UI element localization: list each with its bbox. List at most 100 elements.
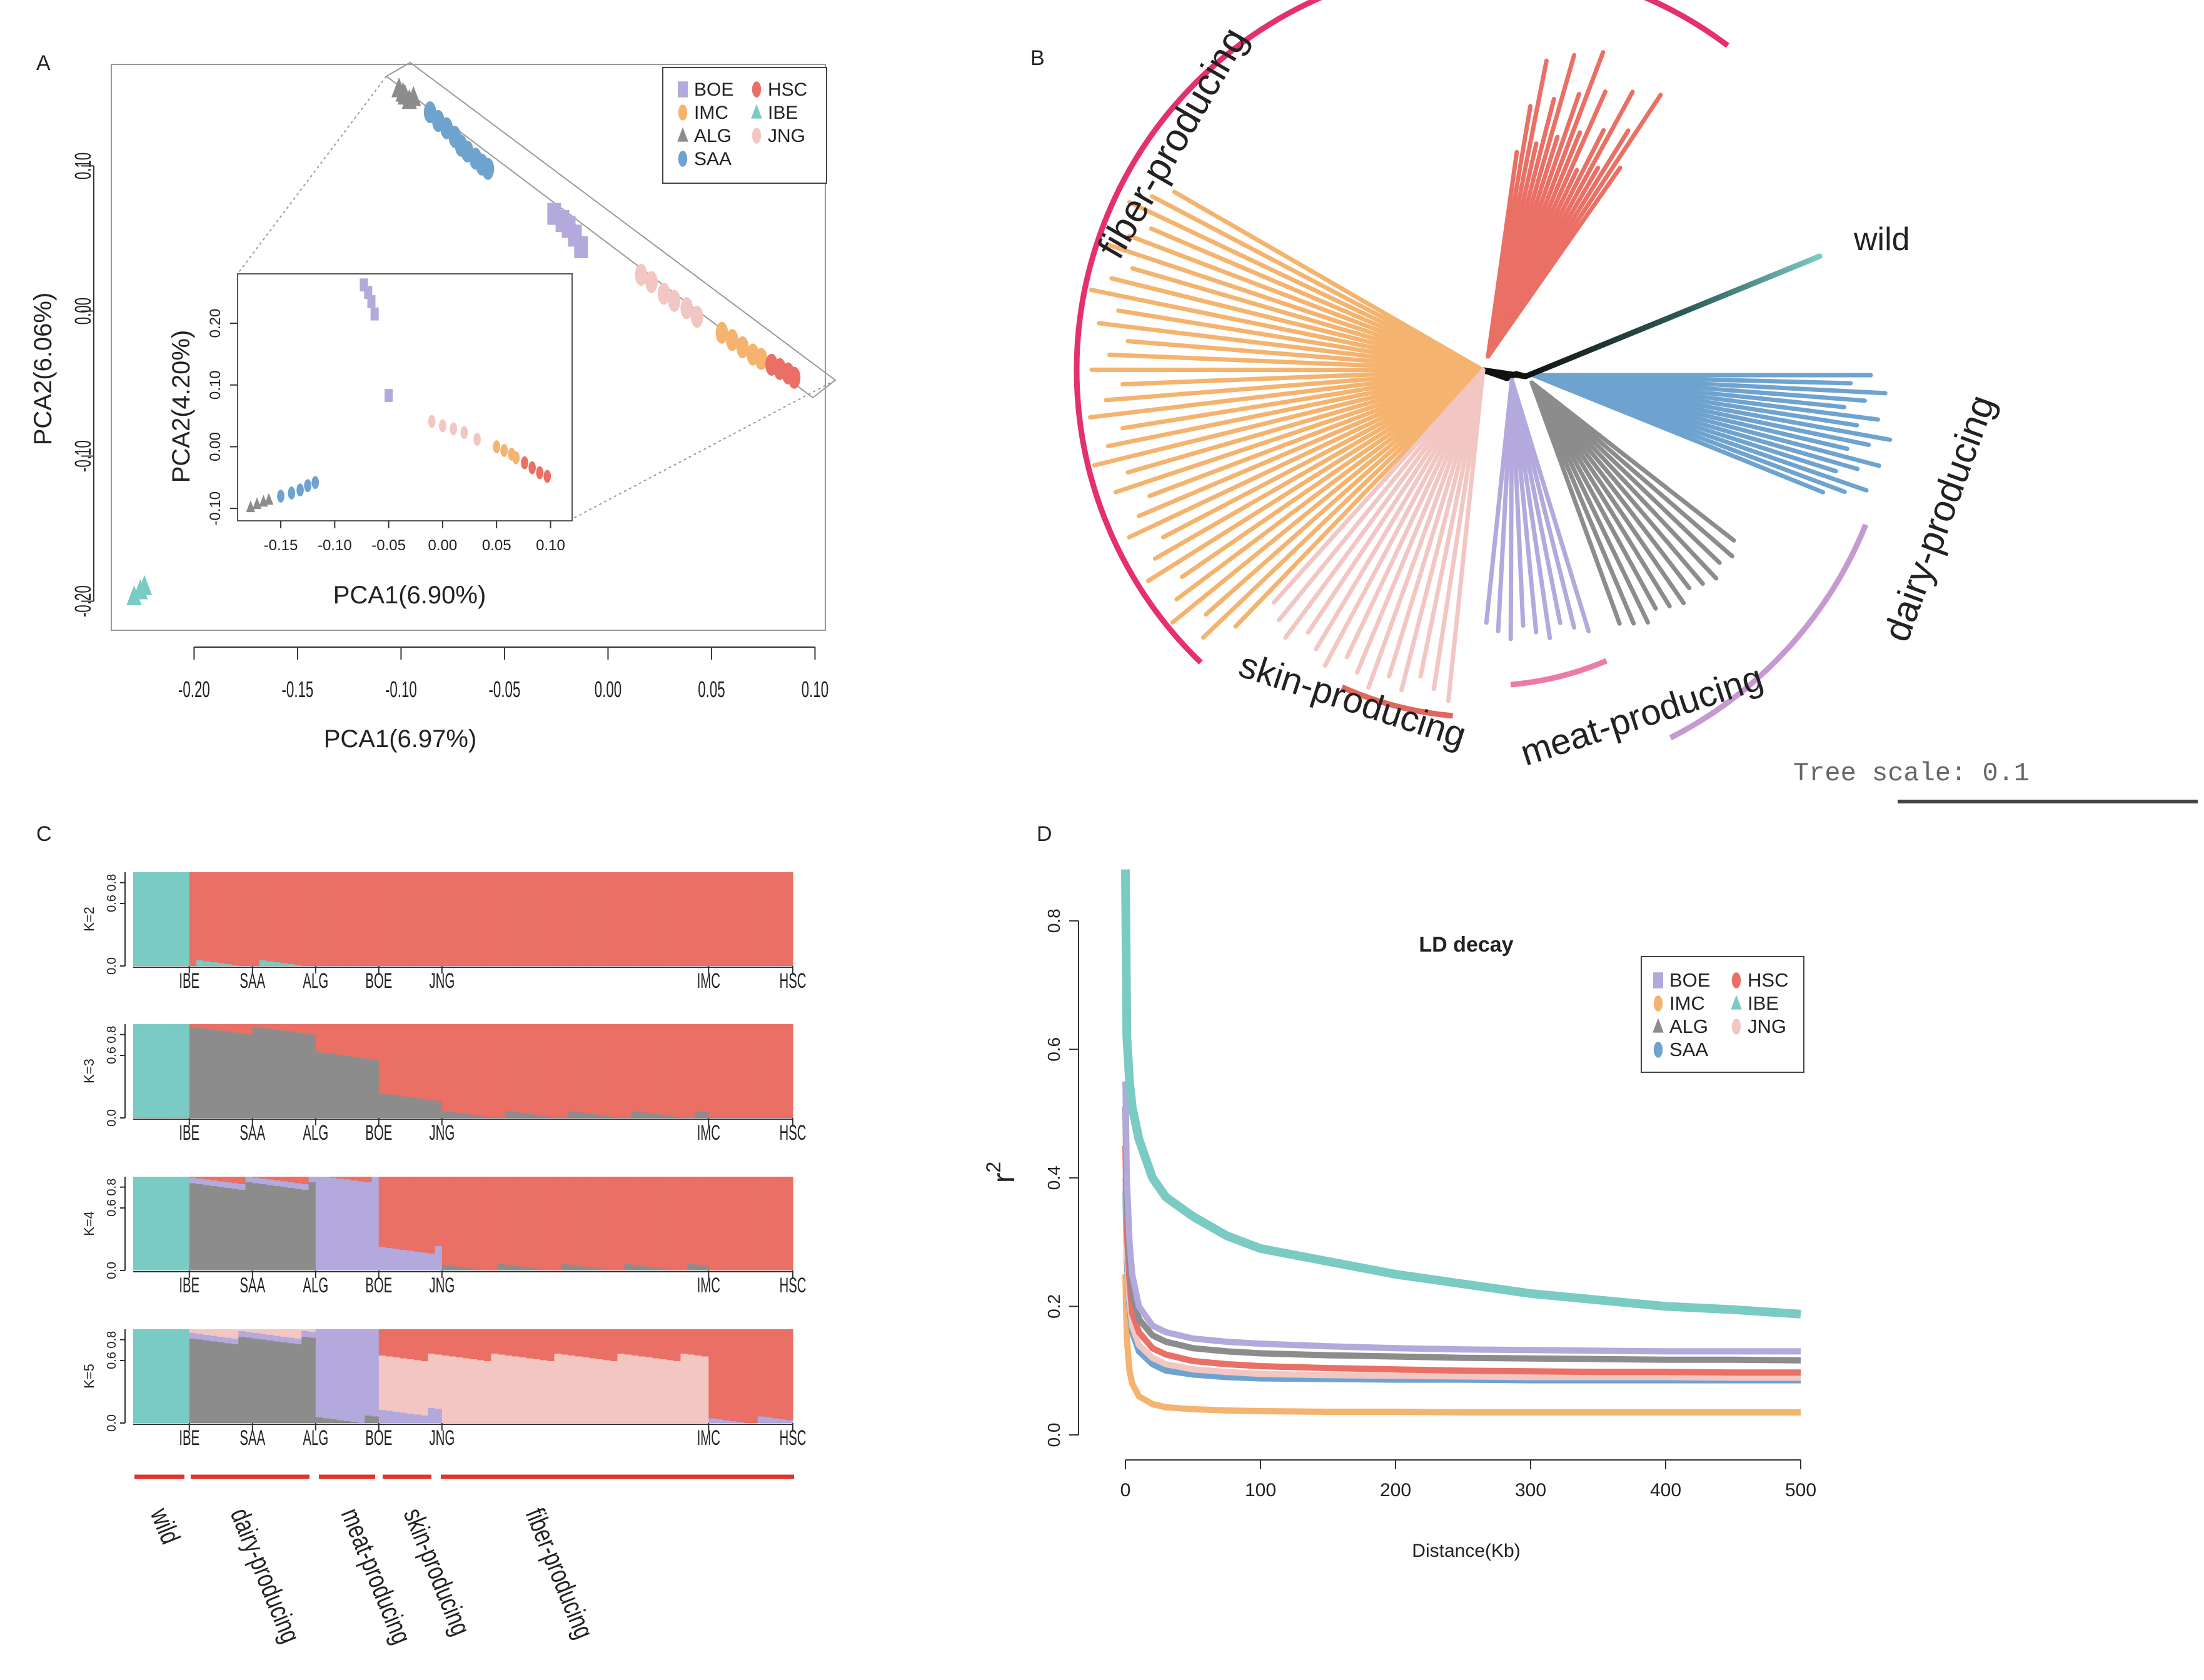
admixture-bar-hsc [343,872,351,966]
admixture-bar-hsc [526,872,534,966]
admixture-bar-jng [252,1329,260,1333]
inset-x-tick-label: 0.00 [428,537,458,554]
admixture-bar-alg [315,1417,323,1423]
admixture-bar-hsc [280,872,288,963]
admixture-bar-jng [441,1356,450,1423]
admixture-bar-alg [273,1341,281,1423]
pca-x-tick-label: 0.00 [595,678,621,703]
admixture-bar-jng [210,1329,218,1336]
admixture-bar-alg [224,1188,232,1270]
admixture-bar-jng [694,1356,702,1423]
inset-point-hsc [543,470,551,483]
admixture-bar-hsc [624,1329,632,1355]
admixture-bar-hsc [393,1024,401,1095]
admixture-bar-boe [231,1339,239,1344]
admixture-bar-hsc [533,1177,541,1269]
pca-legend-items: BOE HSC IMC IBE ALG JNG SAA [677,79,807,169]
admixture-bar-hsc [533,1329,541,1359]
admixture-bar-ibe [231,965,239,966]
admixture-bar-alg [266,1340,274,1423]
admixture-y-tick-label: 0.0 [105,1109,119,1127]
admixture-bar-hsc [603,1329,611,1361]
pca-inset-ylabel: PCA2(4.20%) [168,330,195,483]
admixture-bar-hsc [350,872,358,966]
admixture-bar-ibe [182,872,190,966]
admixture-bar-alg [217,1187,225,1270]
admixture-bar-hsc [463,1024,471,1114]
pca-x-tick-label: 0.05 [698,678,725,703]
admixture-bar-jng [666,1360,674,1423]
admixture-bar-hsc [624,1024,632,1118]
admixture-bar-hsc [540,1177,548,1270]
admixture-bar-hsc [484,1177,491,1270]
admixture-bar-alg [666,1116,674,1118]
admixture-bar-boe [231,1183,239,1189]
admixture-bar-jng [273,1329,281,1336]
admixture-bar-hsc [772,1177,780,1270]
admixture-bar-hsc [308,872,316,966]
admixture-bar-jng [294,1329,302,1339]
admixture-bar-hsc [273,872,281,962]
admixture-bar-alg [358,1058,365,1118]
admixture-bar-hsc [645,1329,653,1357]
admixture-bar-hsc [589,872,597,966]
admixture-bar-hsc [702,872,709,966]
admixture-bar-alg [413,1098,421,1118]
admixture-bar-alg [350,1057,358,1118]
admixture-bar-hsc [659,1177,667,1269]
admixture-bar-hsc [273,1024,281,1030]
admixture-y-tick-label: 0.6 [105,1352,119,1369]
admixture-bar-hsc [301,1177,309,1184]
admixture-group-label: JNG [429,1274,455,1297]
admixture-bar-boe [301,1331,309,1337]
tree-leaf-jng [1446,368,1486,703]
admixture-bar-jng [610,1361,618,1423]
admixture-bar-alg [673,1117,682,1118]
admixture-bar-jng [449,1356,456,1423]
admixture-bar-hsc [463,1329,471,1359]
admixture-bar-ibe [294,965,302,966]
admixture-bar-alg [196,1028,204,1118]
admixture-bar-jng [231,1329,239,1339]
admixture-bar-alg [294,1189,302,1270]
admixture-bar-hsc [456,1024,464,1114]
admixture-bar-hsc [259,1177,267,1179]
inset-point-hsc [521,456,528,470]
admixture-bar-jng [203,1329,211,1335]
admixture-bar-hsc [400,872,408,966]
admixture-bar-alg [603,1116,611,1118]
admixture-bar-alg [540,1116,548,1118]
admixture-bar-boe [378,1247,386,1270]
admixture-bar-hsc [785,872,793,966]
admixture-bar-jng [547,1361,555,1423]
admixture-bar-hsc [603,1024,611,1116]
inset-y-tick-label: 0.10 [207,370,224,400]
admixture-bar-hsc [378,1024,386,1094]
admixture-bar-hsc [743,1177,752,1270]
admixture-bar-hsc [203,1024,211,1029]
admixture-bar-hsc [491,872,499,966]
admixture-bar-ibe [161,872,169,966]
zoom-connector-bottom [571,380,836,520]
pca-point-saa [481,158,495,180]
admixture-y-tick-label: 0.8 [105,1026,119,1044]
admixture-bar-hsc [217,872,225,963]
admixture-bar-alg [512,1112,520,1118]
admixture-bar-alg [301,1190,309,1270]
admixture-bar-hsc [441,1024,450,1112]
admixture-bar-boe [336,1329,345,1421]
inset-point-hsc [536,466,544,480]
admixture-bar-alg [526,1114,534,1118]
admixture-bar-alg [624,1264,632,1270]
admixture-bar-jng [266,1329,274,1335]
admixture-bar-boe [336,1179,345,1270]
admixture-bar-hsc [224,872,232,964]
admixture-bar-alg [203,1340,211,1423]
admixture-bar-jng [603,1360,611,1423]
admixture-bar-hsc [189,1177,197,1178]
admixture-bar-hsc [421,1177,428,1253]
ld-x-tick-label: 500 [1785,1480,1816,1501]
admixture-bar-hsc [765,1024,772,1118]
admixture-bar-hsc [266,872,274,962]
admixture-bar-hsc [659,1024,667,1115]
